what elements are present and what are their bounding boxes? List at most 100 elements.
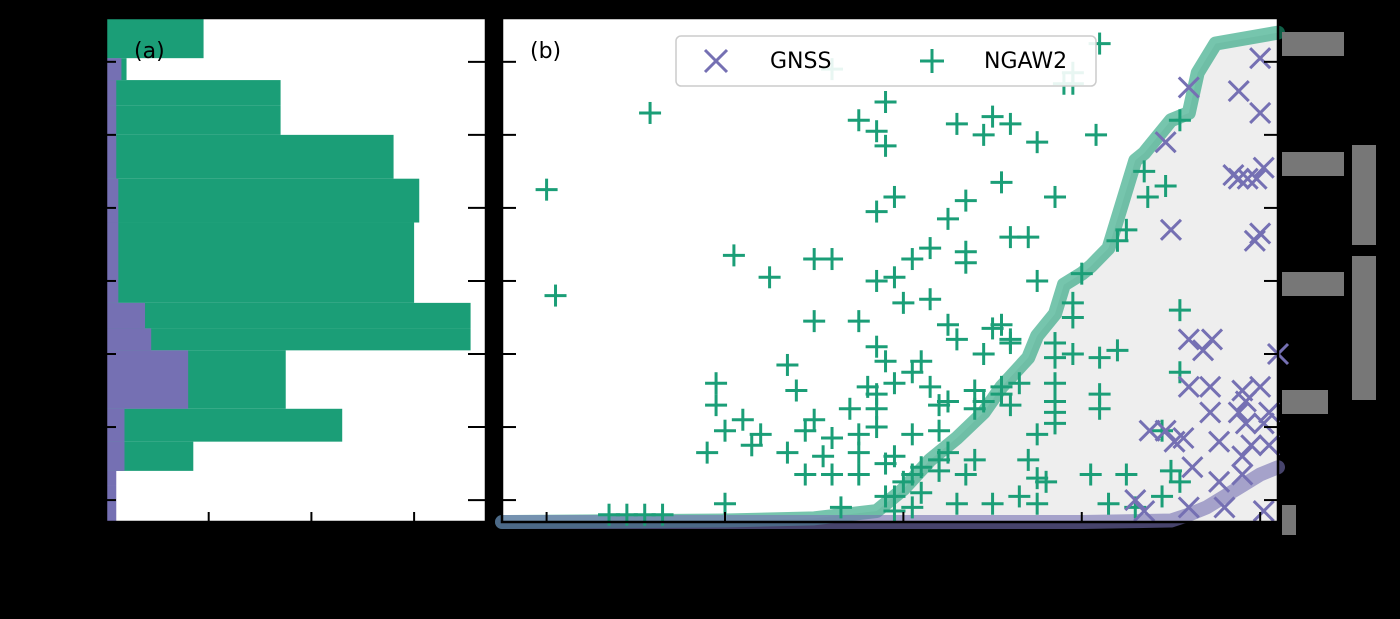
side-block-4 bbox=[1282, 390, 1328, 414]
point-ngaw2-124 bbox=[874, 452, 897, 475]
point-ngaw2-87 bbox=[883, 372, 906, 395]
panel-a-ticks bbox=[106, 60, 486, 522]
point-gnss-30-b bbox=[1163, 430, 1186, 453]
point-ngaw2-40 bbox=[1026, 269, 1049, 292]
bar-ngaw2-6 bbox=[106, 302, 471, 329]
point-gnss-39-b bbox=[1133, 499, 1156, 523]
point-ngaw2-84 bbox=[785, 379, 808, 402]
legend-plus-icon bbox=[920, 49, 944, 73]
point-ngaw2-33 bbox=[722, 244, 745, 267]
point-ngaw2-19 bbox=[1136, 185, 1159, 208]
point-ngaw2-53 bbox=[990, 313, 1013, 336]
panel-a: (a) bbox=[104, 16, 488, 524]
point-gnss-25 bbox=[1234, 412, 1257, 435]
point-ngaw2-68 bbox=[901, 361, 924, 384]
point-gnss-41 bbox=[1213, 496, 1236, 519]
point-gnss-24-b bbox=[1227, 401, 1250, 424]
side-block-3 bbox=[1282, 272, 1344, 296]
point-ngaw2-102 bbox=[1026, 423, 1049, 446]
point-ngaw2-31 bbox=[919, 237, 942, 260]
point-ngaw2-95 bbox=[1044, 412, 1067, 435]
point-ngaw2-4 bbox=[874, 91, 897, 113]
point-gnss-42 bbox=[1252, 499, 1275, 523]
point-ngaw2-92 bbox=[731, 408, 754, 431]
point-gnss-21-b bbox=[1234, 390, 1257, 413]
point-ngaw2-83 bbox=[838, 397, 861, 420]
point-gnss-12 bbox=[1243, 229, 1266, 252]
point-ngaw2-96 bbox=[713, 419, 736, 442]
point-gnss-0-b bbox=[1249, 47, 1272, 70]
point-ngaw2-14 bbox=[1085, 123, 1108, 146]
point-ngaw2-51 bbox=[936, 313, 959, 336]
point-gnss-1-b bbox=[1249, 101, 1272, 125]
point-ngaw2-120 bbox=[1115, 463, 1138, 486]
point-ngaw2-39 bbox=[883, 266, 906, 289]
point-gnss-26 bbox=[1252, 412, 1275, 435]
point-gnss-42-b bbox=[1252, 499, 1275, 523]
point-gnss-27-b bbox=[1138, 419, 1161, 442]
point-ngaw2-21 bbox=[990, 171, 1013, 194]
point-ngaw2-98 bbox=[821, 427, 844, 449]
point-gnss-7-b bbox=[1227, 167, 1250, 190]
point-ngaw2-132 bbox=[1097, 492, 1120, 515]
point-ngaw2-129 bbox=[910, 481, 933, 504]
point-ngaw2-59 bbox=[1061, 343, 1084, 365]
point-ngaw2-23 bbox=[883, 185, 906, 208]
point-ngaw2-118 bbox=[776, 441, 799, 464]
point-gnss-0 bbox=[1249, 47, 1272, 70]
point-gnss-22 bbox=[1258, 401, 1281, 424]
point-gnss-7 bbox=[1227, 167, 1250, 190]
point-ngaw2-28 bbox=[1017, 226, 1040, 249]
bar-ngaw2-3 bbox=[106, 408, 343, 442]
bar-gnss-0 bbox=[106, 485, 117, 522]
side-block-6 bbox=[1352, 145, 1376, 245]
point-ngaw2-105 bbox=[847, 441, 870, 464]
panel-b: (b) GNSS NGAW2 bbox=[495, 16, 1290, 529]
point-ngaw2-66 bbox=[874, 350, 897, 373]
point-ngaw2-70 bbox=[919, 375, 942, 398]
point-ngaw2-137 bbox=[945, 492, 968, 515]
point-ngaw2-73 bbox=[1008, 372, 1031, 395]
point-gnss-2 bbox=[1227, 79, 1250, 103]
point-ngaw2-43 bbox=[544, 284, 567, 307]
point-ngaw2-134 bbox=[1151, 485, 1174, 508]
point-ngaw2-38 bbox=[865, 269, 888, 292]
point-gnss-27 bbox=[1138, 419, 1161, 442]
point-gnss-13 bbox=[1177, 328, 1200, 351]
side-block-1 bbox=[1282, 32, 1344, 56]
point-gnss-4-b bbox=[1154, 131, 1177, 154]
panel-b-label: (b) bbox=[530, 39, 561, 64]
point-ngaw2-77 bbox=[936, 390, 959, 413]
point-ngaw2-110 bbox=[954, 463, 977, 486]
point-ngaw2-103 bbox=[1151, 419, 1174, 442]
point-gnss-13-b bbox=[1177, 328, 1200, 351]
bar-gnss-3 bbox=[106, 408, 125, 442]
point-gnss-40-b bbox=[1177, 496, 1200, 519]
point-ngaw2-6 bbox=[639, 101, 662, 124]
point-gnss-10-b bbox=[1159, 218, 1183, 241]
point-gnss-31 bbox=[1208, 430, 1231, 453]
panel-a-label: (a) bbox=[134, 39, 165, 64]
envelope-shade bbox=[502, 32, 1278, 522]
point-gnss-40 bbox=[1177, 496, 1200, 519]
point-gnss-39 bbox=[1133, 499, 1156, 523]
point-gnss-19-b bbox=[1231, 379, 1254, 402]
point-ngaw2-131 bbox=[1026, 492, 1049, 515]
side-block-2 bbox=[1282, 152, 1344, 176]
point-gnss-3-b bbox=[1177, 76, 1200, 99]
point-ngaw2-119 bbox=[1026, 467, 1049, 490]
point-ngaw2-115 bbox=[740, 434, 763, 457]
bar-gnss-1 bbox=[106, 470, 117, 486]
bar-gnss-5 bbox=[106, 328, 152, 351]
point-ngaw2-25 bbox=[865, 200, 888, 223]
point-ngaw2-36 bbox=[901, 248, 924, 271]
point-ngaw2-22 bbox=[954, 189, 977, 212]
bar-ngaw2-9 bbox=[106, 134, 394, 179]
point-gnss-24 bbox=[1227, 401, 1250, 424]
point-ngaw2-12 bbox=[972, 123, 995, 146]
point-ngaw2-128 bbox=[1168, 470, 1191, 493]
point-gnss-2-b bbox=[1227, 79, 1250, 103]
panel-b-points bbox=[535, 32, 1290, 526]
point-ngaw2-123 bbox=[821, 463, 844, 486]
